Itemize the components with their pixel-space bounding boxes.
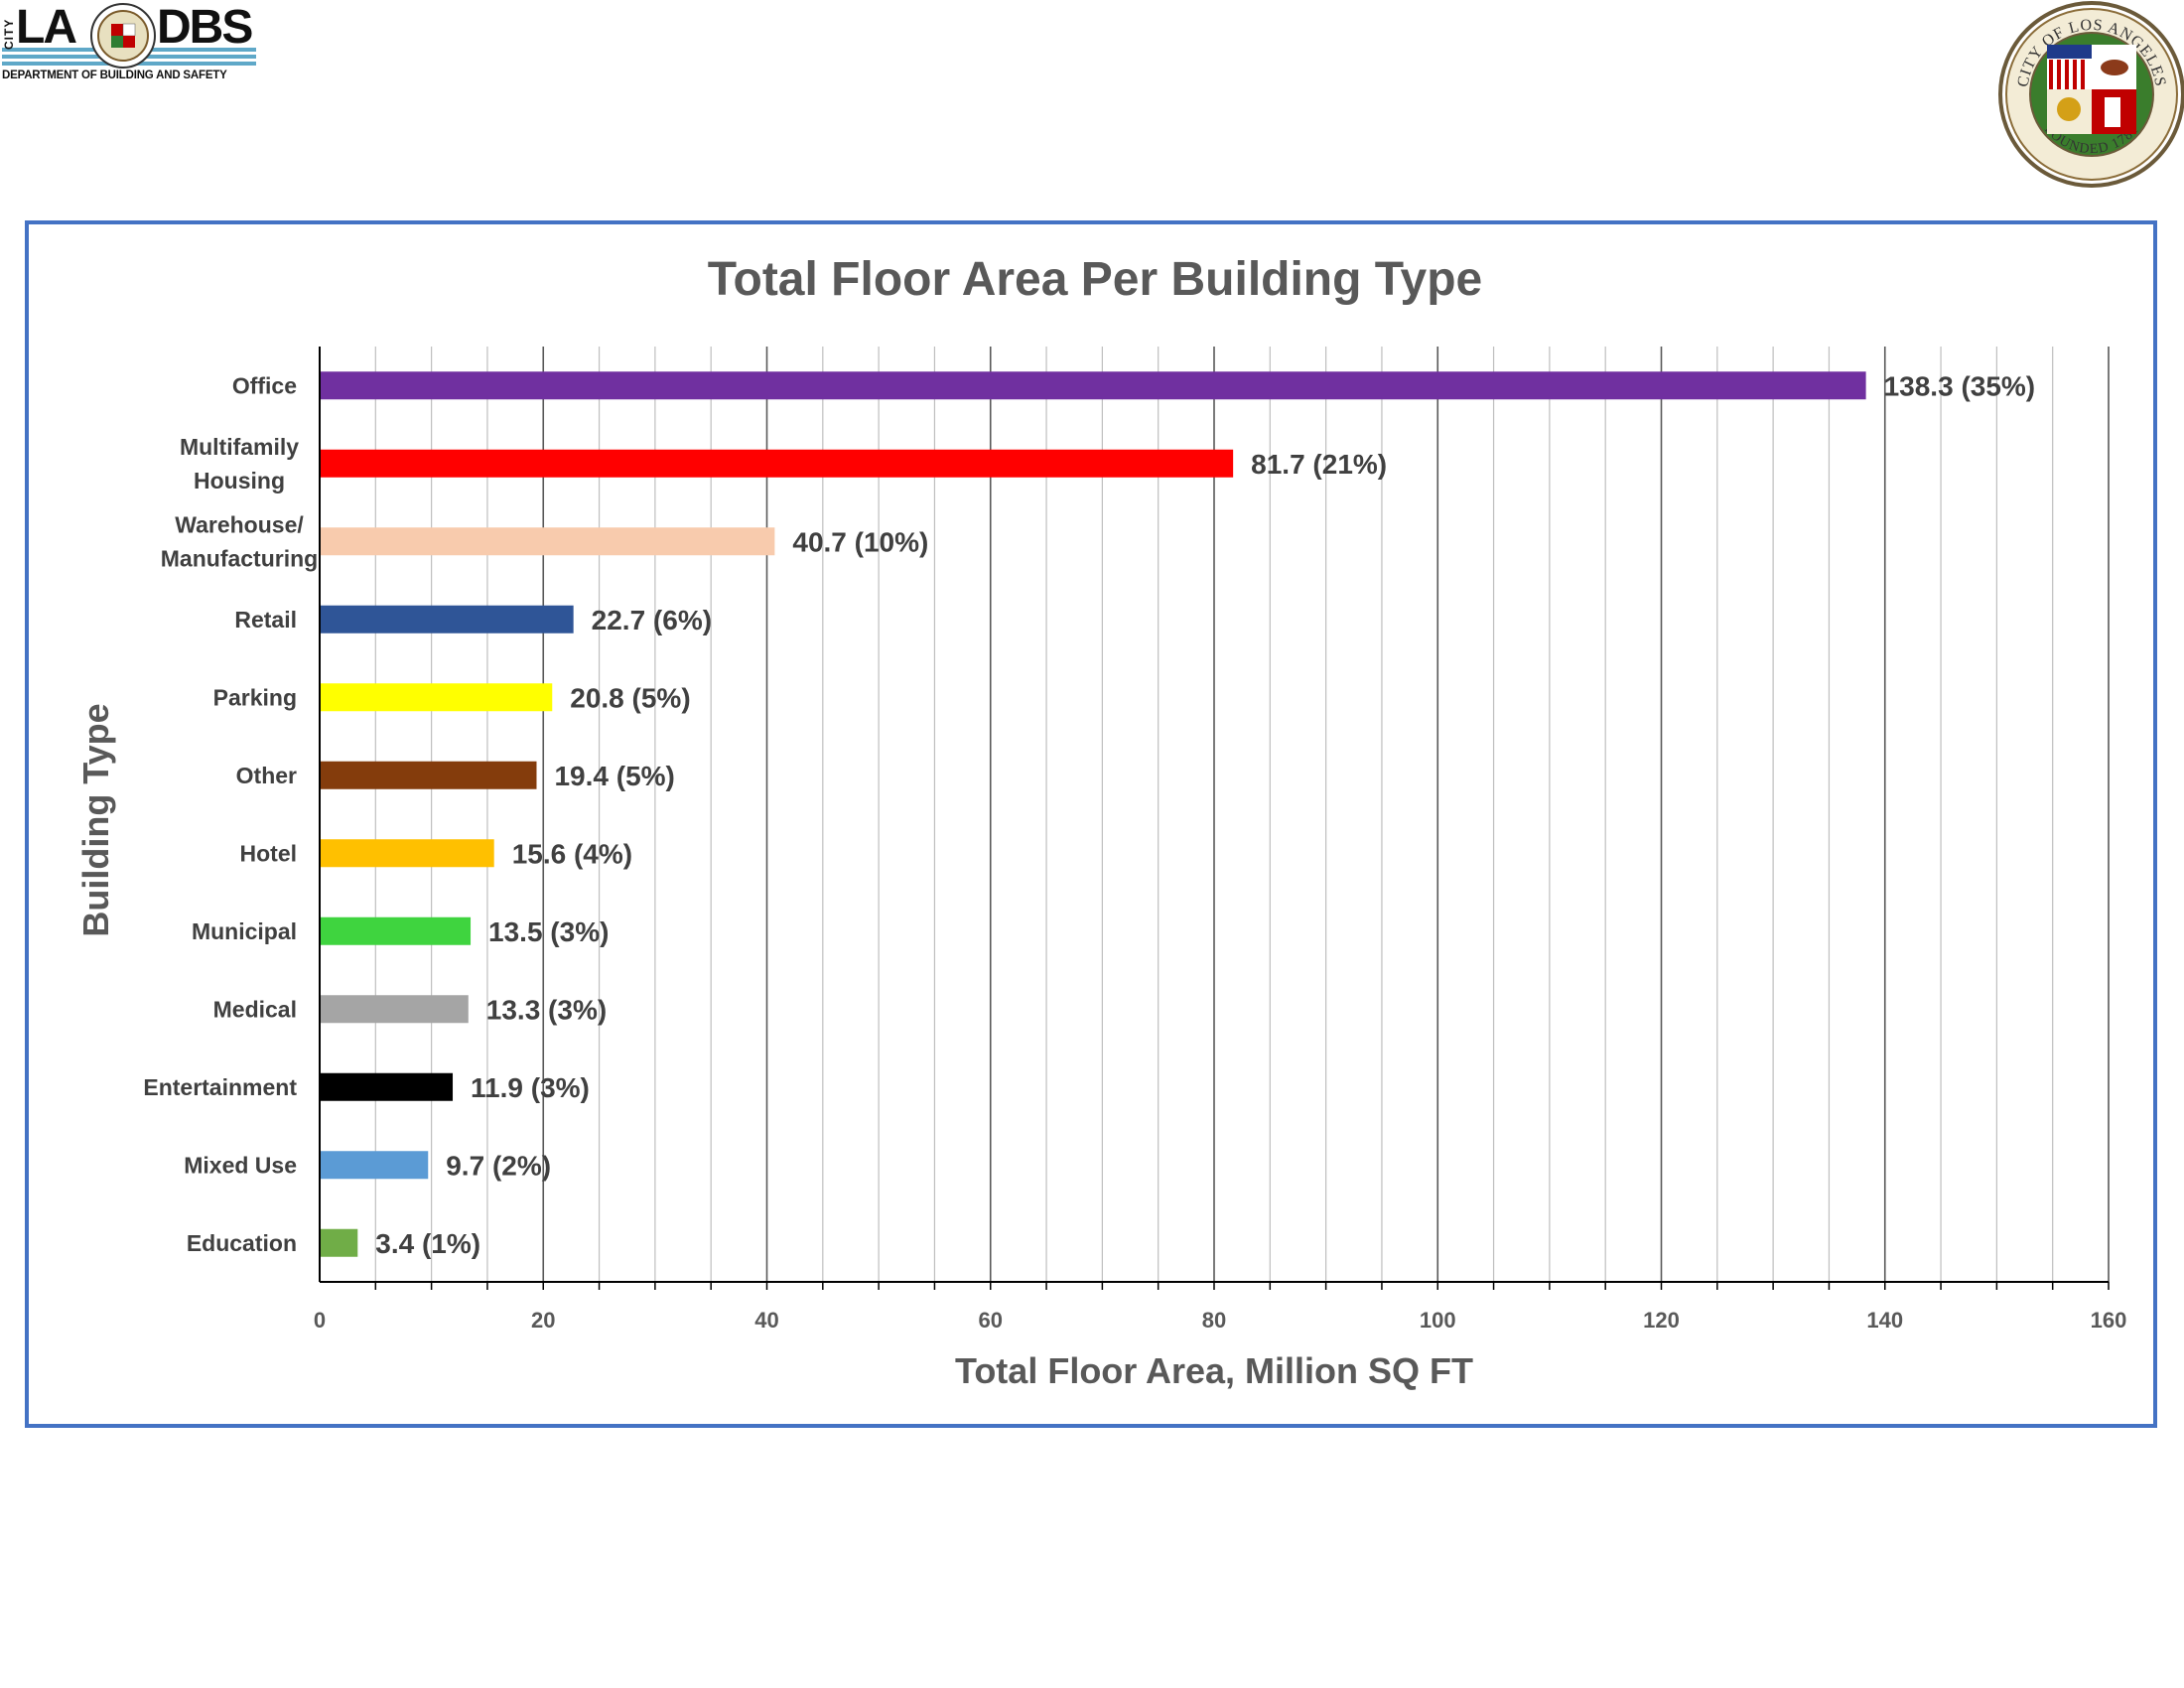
category-label: Warehouse/Manufacturing <box>161 511 318 571</box>
x-tick-label: 120 <box>1643 1308 1680 1333</box>
category-label-line: Multifamily <box>180 434 299 460</box>
x-tick-label: 0 <box>314 1308 326 1333</box>
city-seal-icon: CITY OF LOS ANGELES FOUNDED 1781 <box>1998 1 2184 188</box>
x-tick-label: 100 <box>1420 1308 1456 1333</box>
bar <box>320 449 1234 478</box>
bars <box>320 371 1866 1257</box>
category-label-line: Education <box>187 1230 297 1256</box>
category-label-line: Other <box>236 763 297 788</box>
bar <box>320 1072 454 1101</box>
data-label: 20.8 (5%) <box>570 682 690 713</box>
category-label: Education <box>187 1230 297 1256</box>
data-label: 9.7 (2%) <box>446 1150 551 1181</box>
bar <box>320 527 775 556</box>
category-label: Other <box>236 763 297 788</box>
x-tick-label: 140 <box>1866 1308 1903 1333</box>
y-axis-title: Building Type <box>75 703 116 936</box>
bar <box>320 839 494 868</box>
bar <box>320 995 469 1024</box>
logo-department-text: DEPARTMENT OF BUILDING AND SAFETY <box>2 70 227 81</box>
bar <box>320 1151 429 1180</box>
category-label-line: Municipal <box>192 918 297 944</box>
x-tick-label: 40 <box>754 1308 778 1333</box>
category-label-line: Retail <box>234 607 297 633</box>
data-labels: 138.3 (35%) 81.7 (21%) 40.7 (10%) 22.7 (6%)… <box>375 370 2035 1259</box>
data-label: 81.7 (21%) <box>1251 449 1387 480</box>
category-label: Office <box>232 372 297 398</box>
category-label-line: Office <box>232 372 297 398</box>
x-tick-label: 80 <box>1202 1308 1226 1333</box>
category-label: Entertainment <box>143 1074 297 1100</box>
data-label: 19.4 (5%) <box>554 761 674 791</box>
data-label: 15.6 (4%) <box>512 838 632 869</box>
category-label-line: Hotel <box>240 840 298 866</box>
category-label: Mixed Use <box>184 1152 297 1178</box>
category-label-line: Entertainment <box>143 1074 297 1100</box>
data-label: 13.3 (3%) <box>486 994 607 1025</box>
category-label-line: Housing <box>194 468 285 493</box>
data-label: 40.7 (10%) <box>792 526 928 557</box>
category-label-line: Parking <box>213 684 297 710</box>
data-label: 3.4 (1%) <box>375 1228 480 1259</box>
chart-title: Total Floor Area Per Building Type <box>708 253 1483 306</box>
x-tick-label: 160 <box>2091 1308 2127 1333</box>
bar <box>320 916 472 945</box>
logo-city-text: CITY <box>2 18 16 50</box>
category-label-line: Mixed Use <box>184 1152 297 1178</box>
category-label: Parking <box>213 684 297 710</box>
x-tick-labels: 0 20 40 60 80 100 120 140 160 <box>314 1308 2126 1333</box>
bar <box>320 605 574 633</box>
logo-la-text: LA <box>16 1 77 54</box>
category-labels: Office Multifamily Housing Warehouse/Manufa… <box>143 372 318 1256</box>
category-label-line: Manufacturing <box>161 545 318 571</box>
x-axis-title: Total Floor Area, Million SQ FT <box>955 1350 1473 1391</box>
bar <box>320 371 1866 400</box>
data-label: 13.5 (3%) <box>488 916 609 947</box>
bar <box>320 683 553 712</box>
category-label: Multifamily Housing <box>180 434 299 493</box>
data-label: 22.7 (6%) <box>592 605 712 635</box>
bar <box>320 761 537 789</box>
x-tick-label: 60 <box>979 1308 1003 1333</box>
logo-seal-icon <box>90 3 156 69</box>
category-label: Medical <box>213 996 297 1022</box>
x-tick-label: 20 <box>531 1308 555 1333</box>
category-label-line: Medical <box>213 996 297 1022</box>
bar-chart: Total Floor Area Per Building Type Total… <box>75 253 2126 1391</box>
chart-frame: Total Floor Area Per Building Type Total… <box>25 220 2157 1428</box>
logo-dbs-text: DBS <box>157 1 253 54</box>
data-label: 138.3 (35%) <box>1884 370 2036 401</box>
category-label: Municipal <box>192 918 297 944</box>
data-label: 11.9 (3%) <box>471 1072 590 1103</box>
category-label-line: Warehouse/ <box>175 511 304 537</box>
category-label: Hotel <box>240 840 298 866</box>
category-label: Retail <box>234 607 297 633</box>
ladbs-logo: CITY LA DBS DEPARTMENT OF BUILDING AND S… <box>2 1 258 83</box>
bar <box>320 1228 358 1257</box>
gridlines <box>374 347 2110 1290</box>
